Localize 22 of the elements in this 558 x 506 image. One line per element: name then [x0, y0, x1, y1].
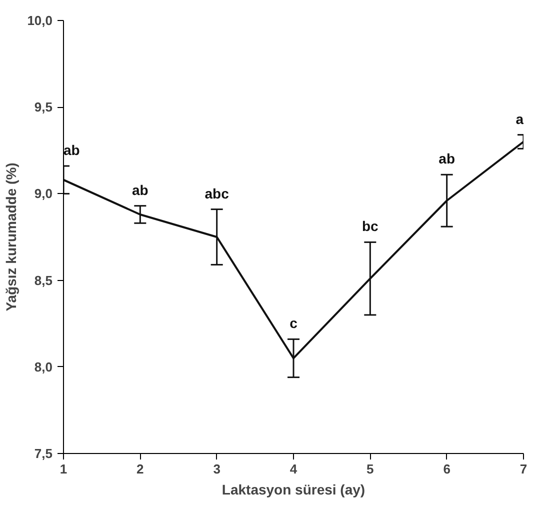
y-tick-label: 9,0 [34, 186, 53, 202]
y-tick-label: 8,5 [34, 272, 53, 288]
x-tick-label: 4 [290, 462, 298, 476]
x-tick-label: 5 [366, 462, 374, 476]
x-tick-label: 3 [213, 462, 220, 476]
x-tick-label: 7 [520, 462, 528, 476]
y-tick-label: 9,5 [34, 100, 53, 115]
data-label: abc [204, 185, 230, 202]
data-label: ab [64, 142, 80, 158]
y-tick-label: 8,0 [34, 359, 53, 374]
x-axis-title: Laktasyon süresi (ay) [222, 482, 366, 498]
y-axis-title: Yağsız kurumadde (%) [3, 162, 20, 312]
data-label: c [290, 315, 298, 332]
data-label: bc [362, 218, 379, 234]
data-label: ab [438, 150, 456, 167]
x-tick-label: 6 [443, 462, 450, 476]
x-tick-label: 2 [136, 462, 144, 476]
data-label: a [516, 110, 524, 127]
y-tick-label: 10,0 [27, 13, 53, 28]
y-tick-label: 7,5 [34, 446, 53, 461]
data-label: ab [132, 182, 148, 198]
x-tick-label: 1 [60, 462, 68, 476]
